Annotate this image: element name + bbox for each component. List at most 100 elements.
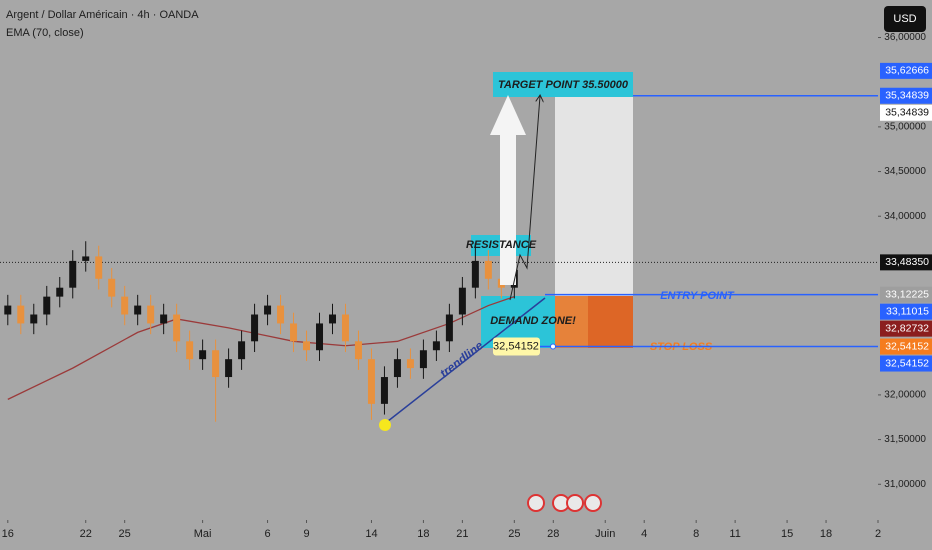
candle-body: [380, 377, 388, 404]
y-tick-label: 36,00000: [884, 32, 926, 43]
candle-body: [354, 341, 362, 360]
candle-body: [432, 341, 440, 351]
candle-body: [316, 323, 324, 351]
candle-body: [225, 359, 233, 378]
y-tick-label: 32,00000: [884, 390, 926, 401]
swing-low: [379, 419, 391, 431]
x-tick-label: 22: [80, 528, 92, 540]
y-tick-label: 35,00000: [884, 122, 926, 133]
trendline-label: trendline: [437, 338, 486, 380]
candle-body: [134, 305, 142, 315]
currency-label[interactable]: USD: [893, 13, 916, 25]
x-tick-label: 18: [820, 528, 832, 540]
x-tick-label: 21: [456, 528, 468, 540]
price-label: 35,34839: [885, 90, 929, 102]
resistance-label: RESISTANCE: [466, 239, 537, 251]
x-tick-label: 14: [365, 528, 377, 540]
zone-price-label: 32,54152: [493, 340, 539, 352]
price-label-box: [880, 87, 932, 104]
candle-body: [471, 260, 479, 288]
price-label-box: [880, 338, 932, 355]
x-tick-label: 6: [264, 528, 270, 540]
candle-body: [69, 260, 77, 288]
price-label-box: [880, 303, 932, 320]
candle-body: [43, 296, 51, 315]
x-tick-label: 15: [781, 528, 793, 540]
y-tick-label: 34,00000: [884, 211, 926, 222]
price-label-box: [880, 62, 932, 79]
candle-body: [82, 256, 90, 261]
candle-body: [406, 359, 414, 369]
price-label: 33,11015: [886, 305, 929, 317]
candle-body: [121, 296, 129, 315]
price-label: 35,34839: [885, 107, 929, 119]
candle-body: [341, 314, 349, 342]
price-label-box: [880, 286, 932, 303]
entry-label: ENTRY POINT: [660, 290, 735, 302]
drawings: [471, 72, 633, 348]
candle-body: [199, 350, 207, 360]
target-label: TARGET POINT 35.50000: [498, 79, 629, 91]
price-label-box: [880, 254, 932, 271]
x-tick-label: 2: [875, 528, 881, 540]
x-tick-label: 18: [417, 528, 429, 540]
risk-zone: [555, 296, 588, 348]
price-label-box: [880, 104, 932, 121]
candle-body: [328, 314, 336, 324]
indicator-label: EMA (70, close): [6, 27, 84, 39]
candle-body: [108, 278, 116, 297]
price-axis: [878, 0, 932, 550]
candle-body: [484, 260, 492, 279]
x-tick-label: 28: [547, 528, 559, 540]
chart-title: Argent / Dollar Américain · 4h · OANDA: [6, 9, 199, 21]
price-label: 32,54152: [885, 357, 929, 369]
candle-body: [238, 341, 246, 360]
candle-body: [160, 314, 168, 324]
event-icons: [527, 494, 602, 512]
candle-body: [56, 287, 64, 297]
candle-body: [458, 287, 466, 315]
x-tick-label: 8: [693, 528, 699, 540]
candle-body: [445, 314, 453, 342]
target-zone: [555, 72, 633, 296]
price-label-box: [880, 355, 932, 372]
candle-body: [173, 314, 181, 342]
candle-body: [95, 256, 103, 279]
trendline: [382, 297, 546, 426]
candle-body: [367, 359, 375, 404]
candle-body: [264, 305, 272, 315]
y-tick-label: 31,00000: [884, 479, 926, 490]
candle-body: [277, 305, 285, 324]
x-tick-label: 4: [641, 528, 647, 540]
target-box: [493, 72, 633, 97]
x-tick-label: Mai: [194, 528, 212, 540]
candle-body: [147, 305, 155, 324]
x-tick-label: Juin: [595, 528, 615, 540]
big-arrow: [490, 95, 526, 285]
price-label: 35,62666: [885, 65, 929, 77]
x-tick-label: 9: [303, 528, 309, 540]
candle-body: [17, 305, 25, 324]
price-label: 32,54152: [885, 340, 929, 352]
candle-body: [186, 341, 194, 360]
price-label: 33,48350: [885, 256, 929, 268]
candle-body: [303, 341, 311, 351]
zone-price-box: [493, 337, 540, 356]
price-label: 32,82732: [885, 322, 929, 334]
overlays: trendline TARGET POINT 35.50000 RESISTAN…: [6, 6, 932, 512]
y-tick-label: 34,50000: [884, 166, 926, 177]
currency-button[interactable]: [884, 6, 926, 32]
price-label-box: [880, 320, 932, 337]
risk-zone: [588, 296, 633, 348]
zone-anchor: [550, 343, 556, 350]
x-tick-label: 25: [119, 528, 131, 540]
candle-body: [30, 314, 38, 324]
x-tick-label: 25: [508, 528, 520, 540]
candle-body: [212, 350, 220, 378]
candle-body: [4, 305, 12, 315]
y-tick-label: 31,50000: [884, 434, 926, 445]
x-tick-label: 11: [729, 528, 740, 540]
x-tick-label: 16: [2, 528, 14, 540]
